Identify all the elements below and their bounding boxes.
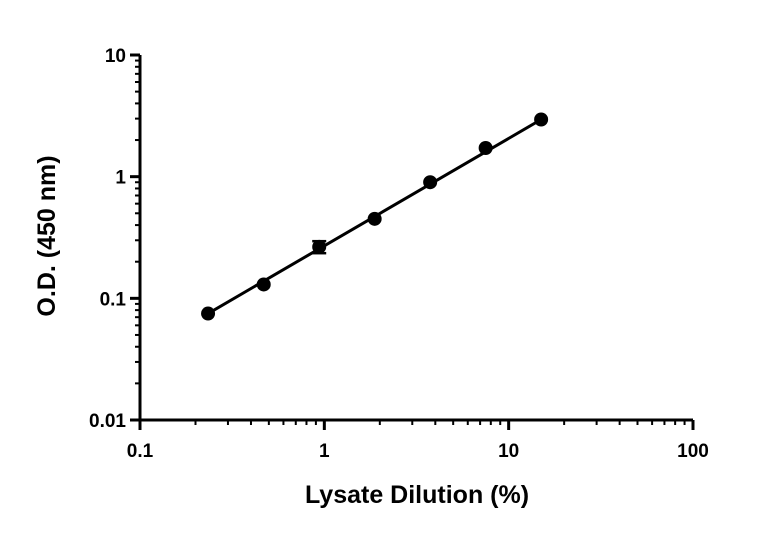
y-tick-label: 10 [105,46,126,67]
y-axis-title: O.D. (450 nm) [33,155,61,316]
y-tick-label: 1 [115,168,126,189]
y-tick-label: 0.1 [100,289,127,310]
x-tick-label: 0.1 [127,441,154,462]
x-tick-label: 10 [498,441,519,462]
data-point [256,277,271,292]
x-axis: 0.1 1 10 100 [127,418,709,462]
x-axis-title: Lysate Dilution (%) [305,481,529,509]
data-points [201,112,549,321]
x-tick-label: 100 [677,441,709,462]
y-tick-label: 0.01 [89,411,126,432]
x-tick-label: 1 [319,441,330,462]
data-point [423,175,438,190]
y-axis: 0.01 0.1 1 10 [89,46,142,432]
data-point [312,239,327,254]
data-point [534,112,549,127]
data-point [478,141,493,156]
data-point [367,211,382,226]
data-point [201,306,216,321]
